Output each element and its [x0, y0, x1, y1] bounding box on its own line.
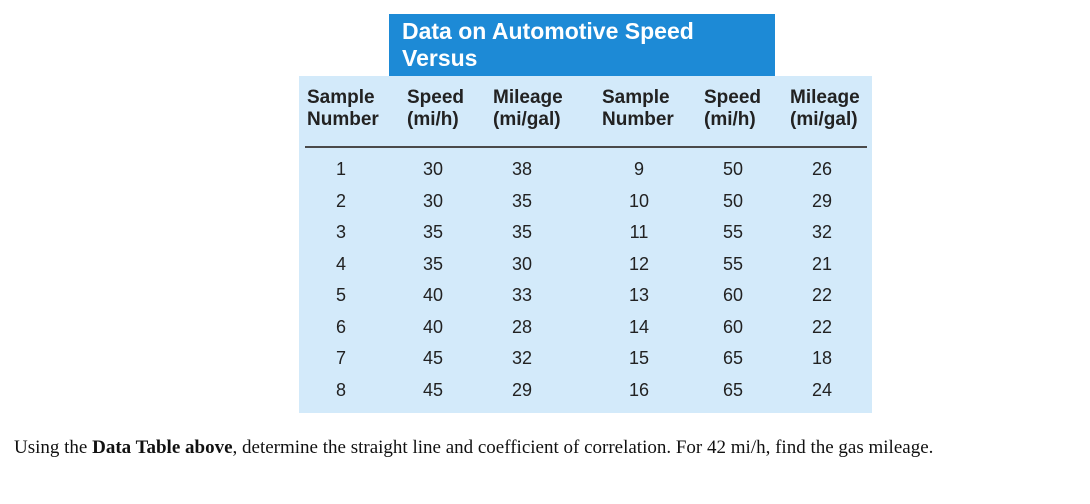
- cell-sample-number: 7: [335, 348, 346, 368]
- question-prefix: Using the: [14, 437, 93, 458]
- table-title: Data on Automotive Speed Versus Gas Mile…: [389, 14, 775, 98]
- cell-mileage: 22: [811, 316, 833, 337]
- table-header-row: Sample Number Speed (mi/h) Mileage (mi/g…: [299, 87, 872, 131]
- cell-mileage: 28: [511, 316, 533, 337]
- cell-speed: 45: [422, 348, 444, 368]
- cell-mileage: 26: [811, 159, 833, 179]
- table-row: 1 30 38 9 50 26: [299, 158, 872, 189]
- cell-sample-number: 9: [633, 159, 644, 179]
- cell-sample-number: 13: [628, 285, 650, 305]
- cell-sample-number: 1: [335, 159, 346, 179]
- cell-mileage: 35: [511, 222, 533, 242]
- cell-speed: 35: [422, 253, 444, 274]
- table-row: 7 45 32 15 65 18: [299, 347, 872, 378]
- table-row: 2 30 35 10 50 29: [299, 190, 872, 221]
- cell-sample-number: 12: [628, 253, 650, 274]
- cell-mileage: 32: [811, 222, 833, 242]
- cell-speed: 40: [422, 316, 444, 337]
- cell-mileage: 32: [511, 348, 533, 368]
- cell-mileage: 33: [511, 285, 533, 305]
- cell-mileage: 24: [811, 379, 833, 400]
- question-bold: Data Table above: [92, 437, 233, 458]
- cell-speed: 50: [722, 190, 744, 211]
- cell-speed: 65: [722, 348, 744, 368]
- cell-sample-number: 3: [335, 222, 346, 242]
- data-table: Sample Number Speed (mi/h) Mileage (mi/g…: [299, 76, 872, 413]
- column-header-mileage-1: Mileage (mi/gal): [493, 87, 563, 130]
- cell-sample-number: 4: [335, 253, 346, 274]
- table-row: 4 35 30 12 55 21: [299, 253, 872, 284]
- column-header-speed-1: Speed (mi/h): [407, 87, 465, 130]
- cell-mileage: 22: [811, 285, 833, 305]
- question-text: Using the Data Table above, determine th…: [14, 436, 933, 460]
- table-row: 3 35 35 11 55 32: [299, 221, 872, 252]
- cell-sample-number: 15: [628, 348, 650, 368]
- cell-speed: 40: [422, 285, 444, 305]
- cell-sample-number: 8: [335, 379, 346, 400]
- cell-speed: 60: [722, 316, 744, 337]
- column-header-mileage-2: Mileage (mi/gal): [790, 87, 860, 130]
- cell-mileage: 29: [811, 190, 833, 211]
- cell-sample-number: 6: [335, 316, 346, 337]
- cell-speed: 65: [722, 379, 744, 400]
- cell-mileage: 38: [511, 159, 533, 179]
- cell-sample-number: 10: [628, 190, 650, 211]
- cell-speed: 60: [722, 285, 744, 305]
- cell-mileage: 30: [511, 253, 533, 274]
- cell-speed: 55: [722, 222, 744, 242]
- cell-speed: 45: [422, 379, 444, 400]
- table-row: 6 40 28 14 60 22: [299, 316, 872, 347]
- cell-mileage: 18: [811, 348, 833, 368]
- cell-sample-number: 16: [628, 379, 650, 400]
- cell-speed: 30: [422, 159, 444, 179]
- column-header-speed-2: Speed (mi/h): [704, 87, 762, 130]
- cell-sample-number: 5: [335, 285, 346, 305]
- cell-mileage: 21: [811, 253, 833, 274]
- cell-sample-number: 14: [628, 316, 650, 337]
- cell-speed: 55: [722, 253, 744, 274]
- table-row: 8 45 29 16 65 24: [299, 379, 872, 410]
- cell-sample-number: 11: [629, 222, 649, 242]
- cell-speed: 35: [422, 222, 444, 242]
- column-header-sample-number-1: Sample Number: [307, 87, 379, 130]
- table-row: 5 40 33 13 60 22: [299, 284, 872, 315]
- cell-speed: 30: [422, 190, 444, 211]
- cell-mileage: 35: [511, 190, 533, 211]
- question-suffix: , determine the straight line and coeffi…: [232, 437, 934, 458]
- cell-speed: 50: [722, 159, 744, 179]
- cell-mileage: 29: [511, 379, 533, 400]
- cell-sample-number: 2: [335, 190, 346, 211]
- column-header-sample-number-2: Sample Number: [602, 87, 674, 130]
- header-divider: [305, 146, 867, 148]
